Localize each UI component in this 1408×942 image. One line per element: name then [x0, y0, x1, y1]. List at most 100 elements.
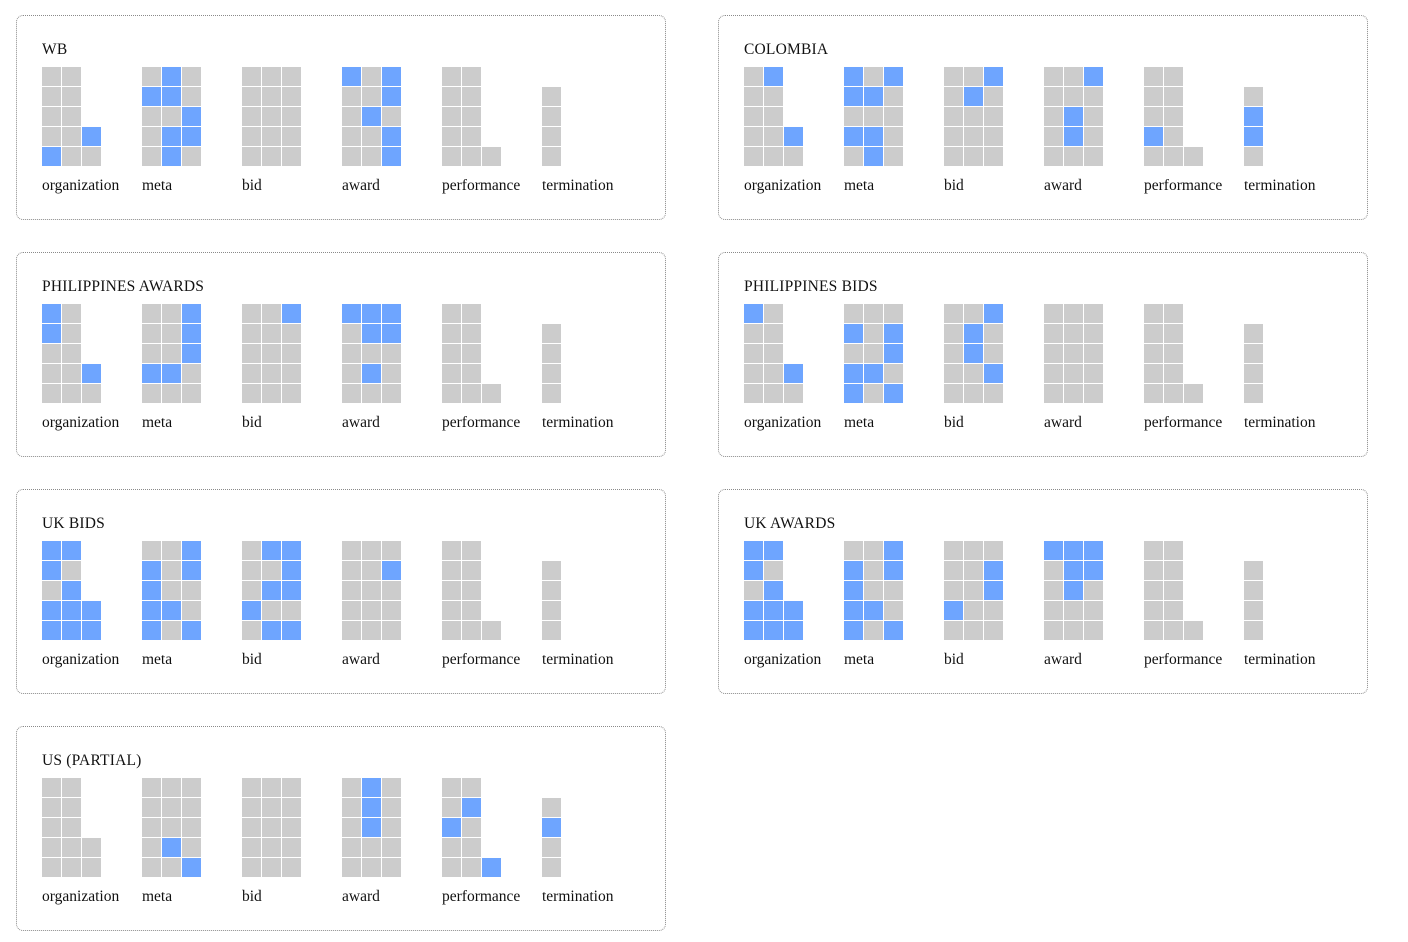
waffle-cell-empty — [262, 324, 281, 343]
waffle-cell-empty — [984, 384, 1003, 403]
waffle-cell-filled — [744, 541, 763, 560]
waffle-cell-empty — [242, 838, 261, 857]
waffle-cell-empty — [282, 344, 301, 363]
waffle-cell-empty — [342, 107, 361, 126]
waffle-cell-empty — [1064, 147, 1083, 166]
waffle-cell-empty — [442, 798, 461, 817]
group-label: meta — [844, 651, 875, 668]
waffle-cell-filled — [784, 621, 803, 640]
waffle-cell-empty — [142, 344, 161, 363]
waffle-cell-empty — [342, 344, 361, 363]
waffle-cell-filled — [182, 324, 201, 343]
waffle-cell-empty — [964, 561, 983, 580]
waffle-cell-filled — [844, 384, 863, 403]
waffle-cell-filled — [864, 147, 883, 166]
waffle-cell-empty — [944, 304, 963, 323]
waffle-group-organization: organization — [744, 541, 844, 671]
waffle-cell-filled — [382, 561, 401, 580]
waffle-cell-empty — [1064, 384, 1083, 403]
waffle-cell-empty — [1044, 67, 1063, 86]
waffle-cell-empty — [1244, 324, 1263, 343]
waffle-cell-empty — [362, 87, 381, 106]
waffle-cell-empty — [82, 858, 101, 877]
waffle-cell-empty — [864, 561, 883, 580]
waffle-cell-empty — [944, 107, 963, 126]
waffle-cell-filled — [1144, 127, 1163, 146]
group-label: performance — [442, 177, 521, 194]
waffle-cell-empty — [142, 147, 161, 166]
waffle-cell-filled — [262, 541, 281, 560]
waffle-cell-empty — [242, 858, 261, 877]
waffle-cell-empty — [342, 601, 361, 620]
waffle-cell-empty — [182, 778, 201, 797]
group-label: bid — [242, 414, 262, 431]
waffle-cell-empty — [142, 778, 161, 797]
waffle-cell-empty — [1144, 384, 1163, 403]
waffle-cell-empty — [242, 798, 261, 817]
waffle-cell-empty — [764, 147, 783, 166]
waffle-cell-empty — [242, 364, 261, 383]
waffle-cell-empty — [1084, 87, 1103, 106]
waffle-cell-filled — [382, 304, 401, 323]
panel-title: PHILIPPINES BIDS — [744, 278, 878, 295]
waffle-cell-filled — [844, 561, 863, 580]
waffle-cell-empty — [342, 798, 361, 817]
waffle-cell-empty — [262, 364, 281, 383]
waffle-cell-empty — [1164, 601, 1183, 620]
waffle-cell-empty — [262, 838, 281, 857]
waffle-cell-empty — [342, 621, 361, 640]
waffle-cell-empty — [282, 798, 301, 817]
waffle-cell-empty — [382, 107, 401, 126]
waffle-cell-empty — [382, 778, 401, 797]
waffle-cell-empty — [864, 304, 883, 323]
waffle-cell-empty — [62, 818, 81, 837]
waffle-cell-empty — [744, 87, 763, 106]
waffle-cell-empty — [442, 107, 461, 126]
waffle-cell-empty — [442, 127, 461, 146]
waffle-cell-empty — [262, 147, 281, 166]
waffle-cell-filled — [182, 304, 201, 323]
waffle-cell-filled — [864, 364, 883, 383]
waffle-cell-empty — [282, 87, 301, 106]
waffle-cell-empty — [282, 67, 301, 86]
waffle-cell-empty — [1044, 127, 1063, 146]
waffle-cell-filled — [1064, 127, 1083, 146]
waffle-cell-empty — [382, 344, 401, 363]
group-label: termination — [542, 888, 614, 905]
waffle-cell-empty — [262, 384, 281, 403]
waffle-group-organization: organization — [744, 304, 844, 434]
waffle-cell-filled — [142, 621, 161, 640]
waffle-cell-filled — [784, 127, 803, 146]
waffle-cell-empty — [382, 798, 401, 817]
waffle-cell-empty — [282, 127, 301, 146]
waffle-cell-empty — [142, 324, 161, 343]
waffle-cell-filled — [744, 601, 763, 620]
waffle-cell-empty — [1064, 621, 1083, 640]
waffle-cell-filled — [744, 304, 763, 323]
waffle-group-award: award — [1044, 541, 1144, 671]
waffle-cell-filled — [182, 858, 201, 877]
waffle-cell-empty — [142, 107, 161, 126]
waffle-cell-empty — [844, 344, 863, 363]
waffle-cell-empty — [784, 147, 803, 166]
group-label: performance — [1144, 177, 1223, 194]
waffle-cell-filled — [362, 818, 381, 837]
waffle-cell-empty — [1084, 601, 1103, 620]
waffle-cell-empty — [42, 364, 61, 383]
waffle-cell-filled — [744, 561, 763, 580]
waffle-cell-empty — [1044, 304, 1063, 323]
waffle-group-performance: performance — [442, 67, 542, 197]
waffle-cell-empty — [1244, 621, 1263, 640]
waffle-cell-empty — [362, 561, 381, 580]
waffle-group-performance: performance — [442, 541, 542, 671]
waffle-cell-empty — [242, 778, 261, 797]
waffle-cell-empty — [442, 384, 461, 403]
group-label: termination — [542, 177, 614, 194]
waffle-cell-empty — [42, 818, 61, 837]
waffle-cell-empty — [342, 147, 361, 166]
waffle-cell-empty — [462, 304, 481, 323]
waffle-cell-empty — [984, 107, 1003, 126]
waffle-group-bid: bid — [944, 304, 1044, 434]
waffle-cell-empty — [42, 107, 61, 126]
waffle-cell-empty — [462, 127, 481, 146]
